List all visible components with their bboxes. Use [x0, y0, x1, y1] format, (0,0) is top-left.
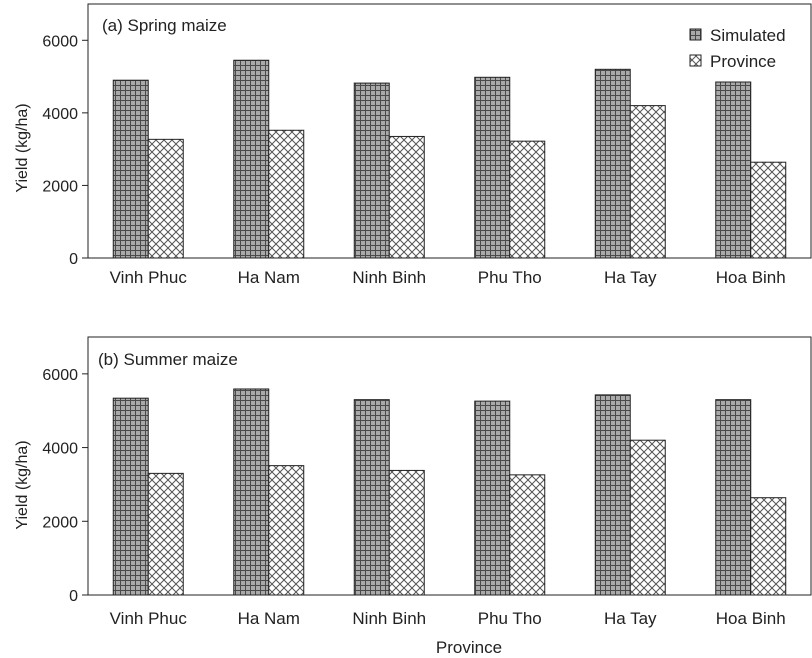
legend-swatch-province [689, 54, 702, 67]
plot-frame [87, 336, 812, 596]
bar-simulated-ha-tay [594, 68, 631, 259]
y-tick-label: 6000 [42, 367, 78, 384]
bar-province-ha-nam [268, 465, 305, 596]
y-tick-label: 4000 [42, 106, 78, 123]
bar-province-phu-tho [509, 140, 546, 259]
category-label: Ha Nam [238, 268, 300, 287]
category-label: Hoa Binh [716, 268, 786, 287]
category-labels: Vinh Phuc Ha Nam Ninh Binh Phu Tho Ha Tay Hoa… [110, 268, 786, 287]
category-label: Ha Tay [604, 268, 657, 287]
bar-simulated-ha-nam [233, 59, 270, 259]
x-axis-title: Province [436, 638, 502, 657]
legend-label-province: Province [710, 52, 776, 71]
y-tick-label: 6000 [42, 33, 78, 50]
bar-simulated-ninh-binh [353, 82, 390, 259]
category-label: Phu Tho [478, 609, 542, 628]
bar-simulated-ha-nam [233, 388, 270, 596]
y-ticks: 0 2000 4000 6000 [42, 367, 88, 605]
bar-province-hoa-binh [750, 497, 787, 596]
legend: Simulated Province [689, 26, 786, 71]
plot-frame [87, 3, 812, 259]
y-tick-label: 0 [69, 251, 78, 268]
category-label: Phu Tho [478, 268, 542, 287]
category-label: Ha Tay [604, 609, 657, 628]
category-label: Ha Nam [238, 609, 300, 628]
category-labels: Vinh Phuc Ha Nam Ninh Binh Phu Tho Ha Tay Hoa… [110, 609, 786, 628]
bar-province-phu-tho [509, 474, 546, 596]
category-label: Vinh Phuc [110, 609, 188, 628]
bar-simulated-hoa-binh [715, 399, 752, 596]
y-tick-label: 2000 [42, 514, 78, 531]
panel-title: (b) Summer maize [98, 350, 238, 369]
y-axis-label: Yield (kg/ha) [14, 440, 31, 529]
y-ticks: 0 2000 4000 6000 [42, 33, 88, 268]
y-tick-label: 2000 [42, 178, 78, 195]
bar-province-ha-nam [268, 129, 305, 259]
legend-label-simulated: Simulated [710, 26, 786, 45]
bar-province-ninh-binh [388, 469, 425, 596]
bar-simulated-ninh-binh [353, 399, 390, 596]
panel-summer-maize: (b) Summer maize Yield (kg/ha) 0 2000 4000… [14, 336, 812, 628]
y-tick-label: 0 [69, 588, 78, 605]
bar-province-ha-tay [629, 105, 666, 259]
panel-title: (a) Spring maize [102, 16, 227, 35]
bar-simulated-vinh-phuc [112, 79, 149, 259]
bar-province-ninh-binh [388, 135, 425, 259]
category-label: Ninh Binh [352, 268, 426, 287]
bars [112, 388, 787, 596]
bar-simulated-phu-tho [474, 400, 511, 596]
y-axis-label: Yield (kg/ha) [14, 103, 31, 192]
category-label: Hoa Binh [716, 609, 786, 628]
bar-province-hoa-binh [750, 161, 787, 259]
bar-simulated-hoa-binh [715, 81, 752, 259]
bar-simulated-vinh-phuc [112, 397, 149, 596]
category-label: Vinh Phuc [110, 268, 188, 287]
bar-simulated-ha-tay [594, 394, 631, 596]
panel-spring-maize: (a) Spring maize Yield (kg/ha) 0 2000 4000… [14, 3, 812, 287]
y-tick-label: 4000 [42, 441, 78, 458]
bars [112, 59, 787, 259]
category-label: Ninh Binh [352, 609, 426, 628]
bar-province-vinh-phuc [147, 138, 184, 259]
bar-province-ha-tay [629, 439, 666, 596]
bar-simulated-phu-tho [474, 76, 511, 259]
legend-swatch-simulated [689, 28, 702, 41]
bar-province-vinh-phuc [147, 472, 184, 596]
